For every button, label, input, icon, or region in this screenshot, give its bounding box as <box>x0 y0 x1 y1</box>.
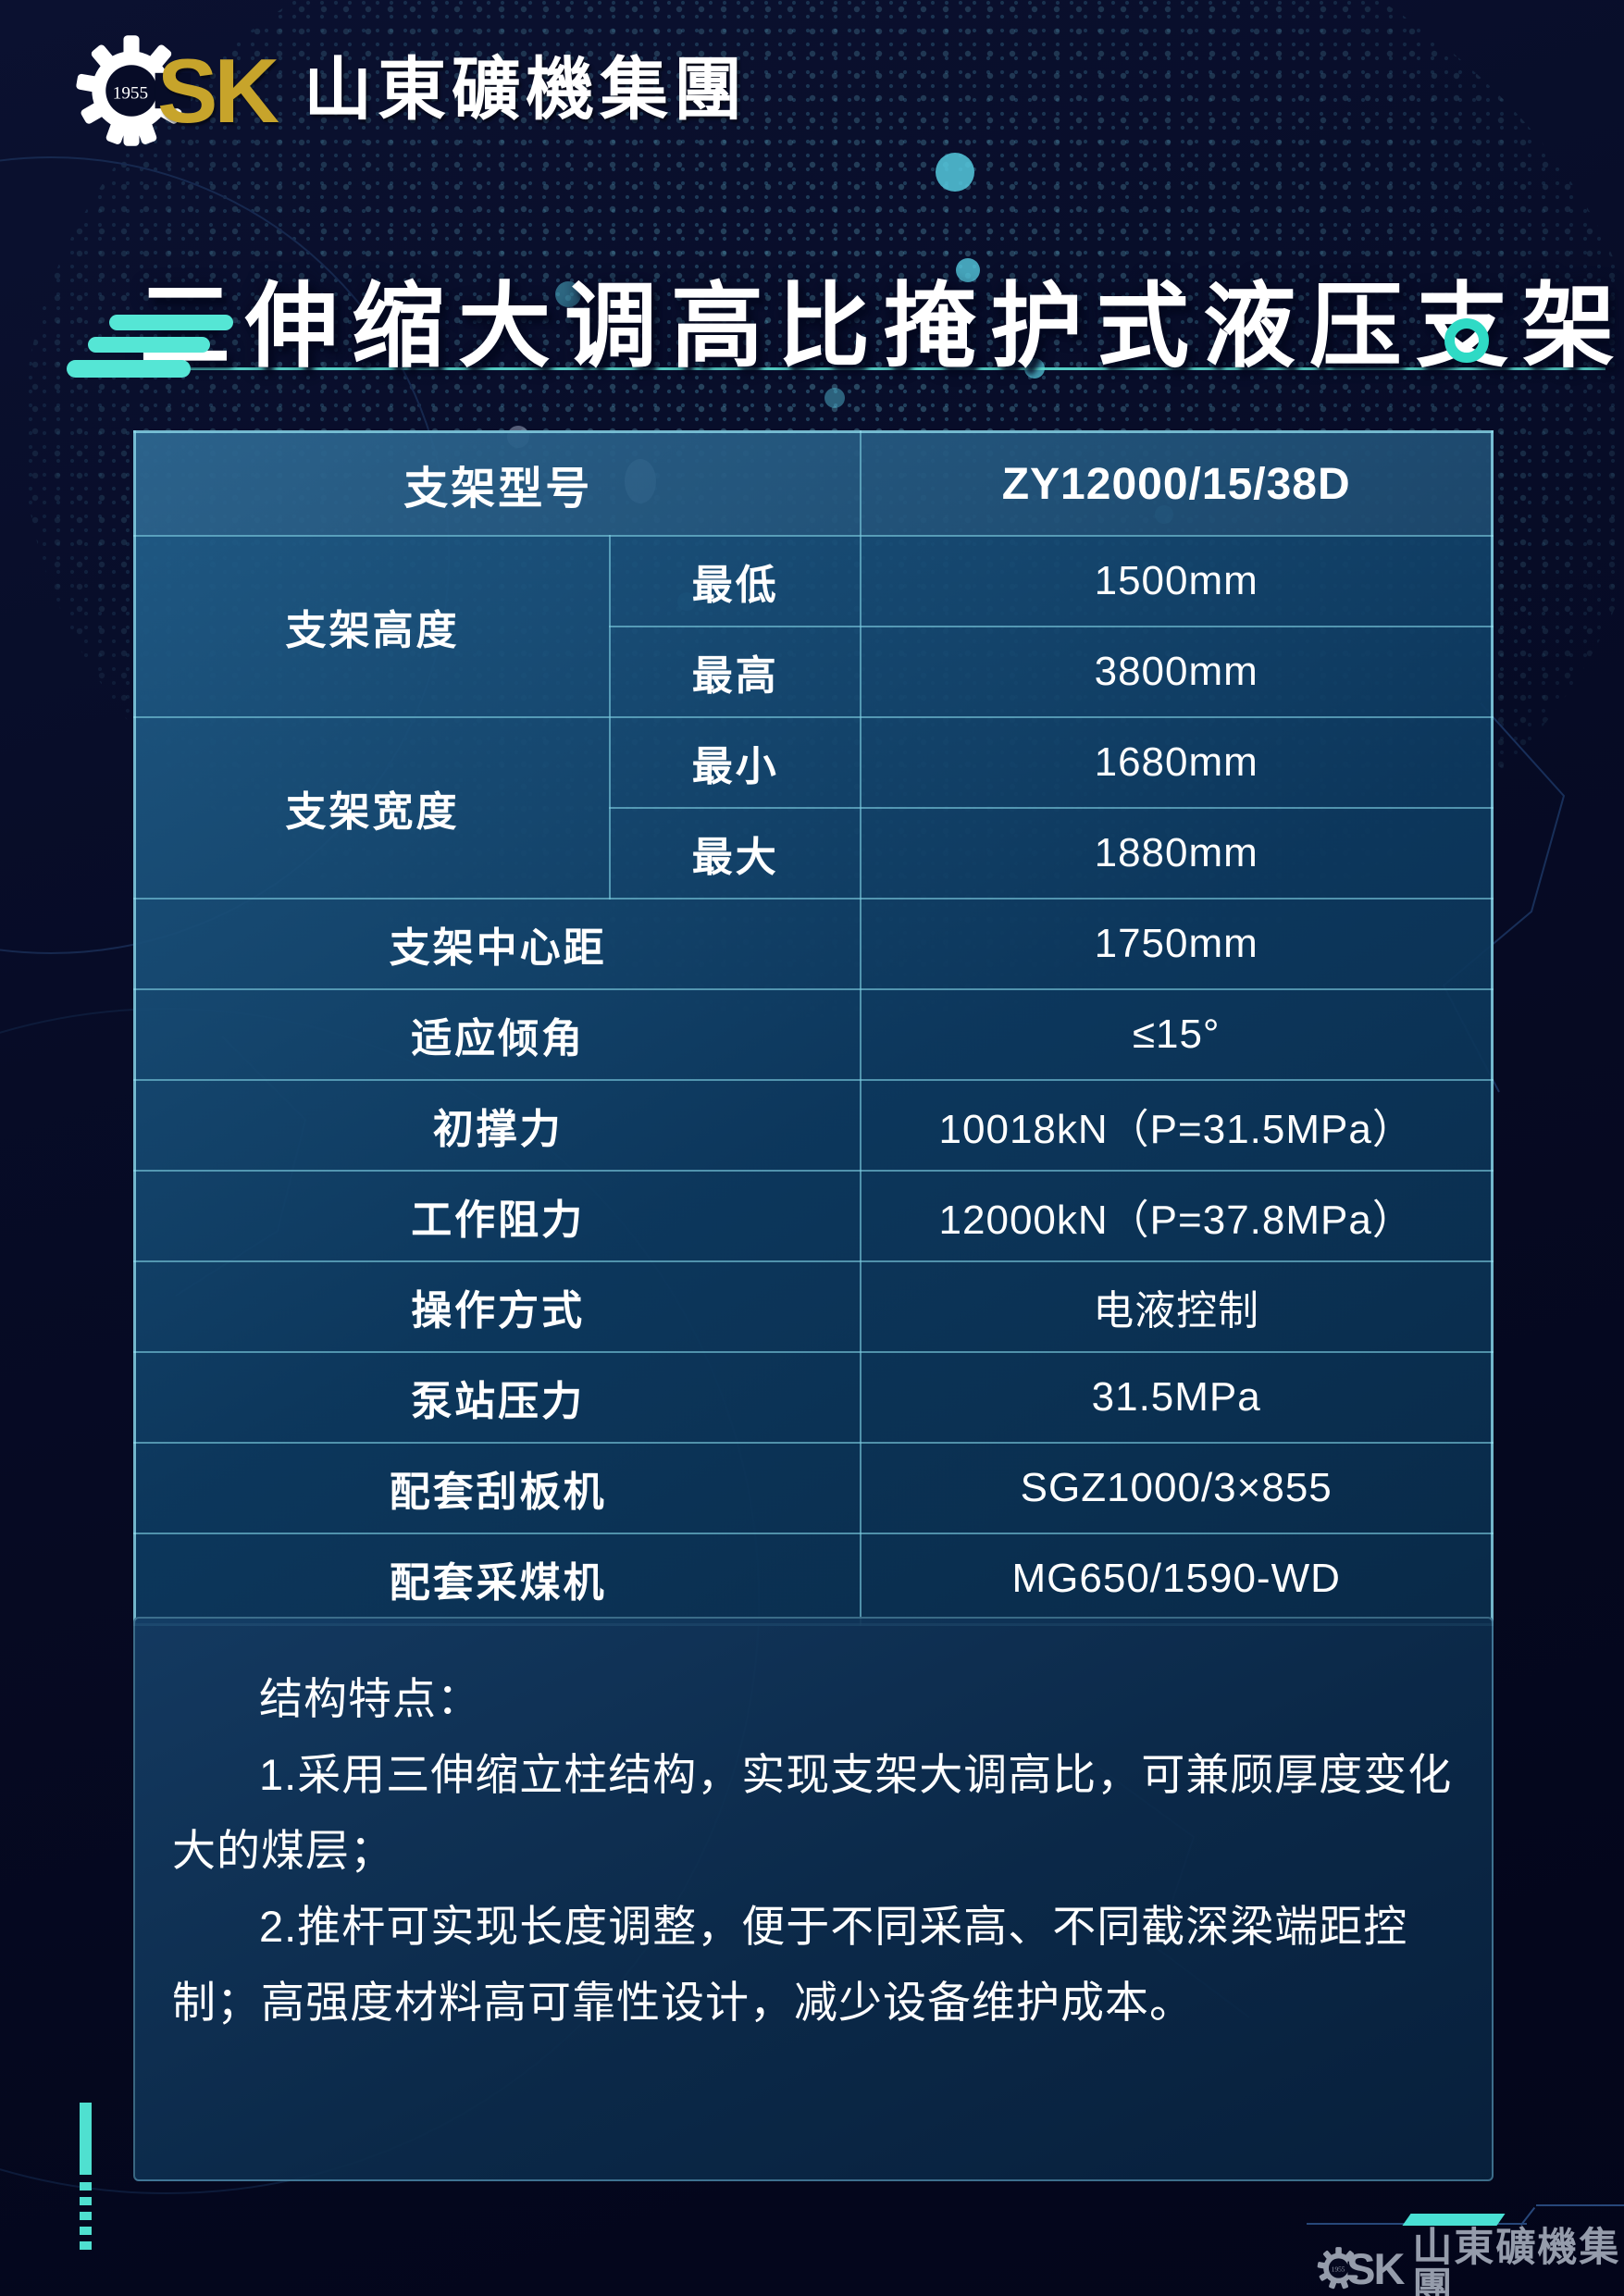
ring-icon <box>1444 318 1489 363</box>
table-row: 支架中心距 1750mm <box>133 898 1494 990</box>
dot-decoration <box>555 281 581 307</box>
spec-label: 支架宽度 <box>133 716 612 900</box>
spec-value: 10018kN（P=31.5MPa） <box>860 1079 1494 1172</box>
dot-decoration <box>824 388 845 408</box>
left-teal-bar <box>80 2103 92 2175</box>
spec-sublabel: 最低 <box>609 535 862 627</box>
left-teal-dashes <box>80 2182 92 2251</box>
spec-label: 支架中心距 <box>133 898 862 990</box>
footer-brand: SK <box>1346 2243 1405 2293</box>
footer-teal-segment <box>1402 2214 1506 2226</box>
features-item: 1.采用三伸缩立柱结构，实现支架大调高比，可兼顾厚度变化大的煤层； <box>172 1750 1453 1875</box>
dot-decoration <box>936 153 974 192</box>
spec-label: 配套刮板机 <box>133 1442 862 1534</box>
table-row: 支架高度 最低 1500mm <box>133 535 1494 718</box>
spec-value: 31.5MPa <box>860 1351 1494 1444</box>
dot-decoration <box>956 258 980 282</box>
features-panel: 结构特点： 1.采用三伸缩立柱结构，实现支架大调高比，可兼顾厚度变化大的煤层； … <box>133 1617 1494 2181</box>
spec-value: MG650/1590-WD <box>860 1533 1494 1626</box>
spec-value: 1500mm <box>860 535 1494 627</box>
footer-logo-year: 1955 <box>1332 2265 1345 2273</box>
spec-sublabel: 最高 <box>609 626 862 718</box>
spec-label: 配套采煤机 <box>133 1533 862 1626</box>
spec-label: 支架型号 <box>133 430 862 537</box>
table-row: 操作方式 电液控制 <box>133 1260 1494 1353</box>
spec-value: 1750mm <box>860 898 1494 990</box>
spec-value: ≤15° <box>860 988 1494 1081</box>
spec-sublabel: 最大 <box>609 807 862 900</box>
table-row: 支架宽度 最小 1680mm <box>133 716 1494 900</box>
footer-logo: 1955 SK 山東礦機集團 <box>1316 2228 1624 2296</box>
table-row: 初撑力 10018kN（P=31.5MPa） <box>133 1079 1494 1172</box>
spec-label: 操作方式 <box>133 1260 862 1353</box>
table-row: 支架型号 ZY12000/15/38D <box>133 430 1494 537</box>
spec-value: 电液控制 <box>860 1260 1494 1353</box>
spec-label: 初撑力 <box>133 1079 862 1172</box>
table-row: 适应倾角 ≤15° <box>133 988 1494 1081</box>
spec-value: 3800mm <box>860 626 1494 718</box>
table-row: 配套刮板机 SGZ1000/3×855 <box>133 1442 1494 1534</box>
spec-table: 支架型号 ZY12000/15/38D 支架高度 最低 1500mm 最高 38… <box>133 430 1494 1626</box>
features-item: 2.推杆可实现长度调整，便于不同采高、不同截深梁端距控制；高强度材料高可靠性设计… <box>172 1902 1408 2027</box>
header-logo: 1955 SK 山東礦機集團 <box>72 31 748 150</box>
spec-value: ZY12000/15/38D <box>860 430 1494 537</box>
spec-value: 12000kN（P=37.8MPa） <box>860 1170 1494 1262</box>
table-row: 最大 1880mm <box>135 807 1494 900</box>
gear-icon: 1955 <box>76 35 191 146</box>
footer-circuit-line <box>1536 2204 1624 2206</box>
spec-sublabel: 最小 <box>609 716 862 809</box>
page-title: 三伸缩大调高比掩护式液压支架 <box>139 275 1624 379</box>
footer-company: 山東礦機集團 <box>1412 2227 1621 2296</box>
features-heading: 结构特点： <box>259 1674 481 1723</box>
spec-label: 工作阻力 <box>133 1170 862 1262</box>
table-row: 配套采煤机 MG650/1590-WD <box>133 1533 1494 1626</box>
table-row: 泵站压力 31.5MPa <box>133 1351 1494 1444</box>
table-row: 工作阻力 12000kN（P=37.8MPa） <box>133 1170 1494 1262</box>
logo-company: 山東礦機集團 <box>304 53 749 129</box>
logo-year: 1955 <box>113 84 148 104</box>
table-row: 最高 3800mm <box>135 626 1494 718</box>
spec-value: 1680mm <box>860 716 1494 809</box>
gear-icon-footer: 1955 <box>1317 2247 1362 2290</box>
spec-label: 支架高度 <box>133 535 612 718</box>
logo-brand: SK <box>157 40 279 142</box>
title-underline-bar <box>109 315 233 330</box>
spec-value: 1880mm <box>860 807 1494 900</box>
title-underline-bar <box>88 337 210 353</box>
title-underline-bar <box>67 360 191 378</box>
spec-value: SGZ1000/3×855 <box>860 1442 1494 1534</box>
spec-label: 泵站压力 <box>133 1351 862 1444</box>
spec-label: 适应倾角 <box>133 988 862 1081</box>
title-accent-line <box>134 367 1605 370</box>
